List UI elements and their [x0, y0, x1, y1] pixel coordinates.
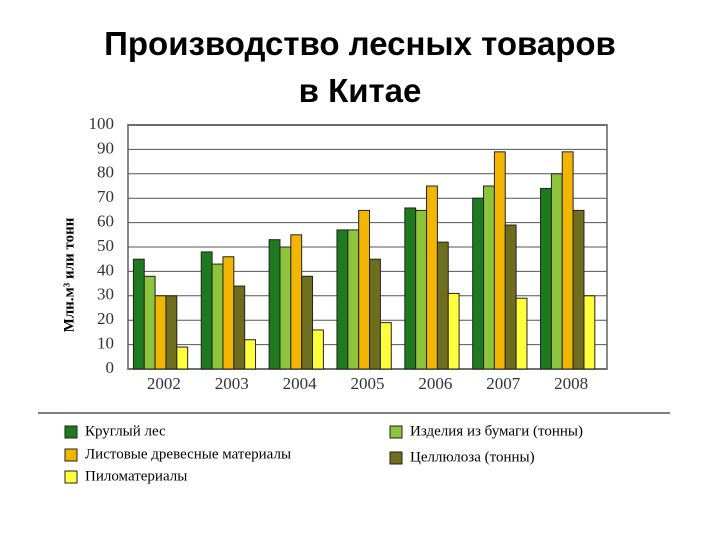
bar: [143, 275, 156, 370]
x-tick-label: 2006: [418, 374, 452, 393]
bar: [244, 339, 257, 370]
x-tick-label: 2003: [215, 374, 249, 393]
bar: [504, 224, 517, 370]
x-tick-label: 2008: [554, 374, 588, 393]
bar: [279, 246, 292, 370]
bar: [561, 151, 574, 370]
bar: [369, 258, 381, 370]
bar: [583, 295, 596, 370]
legend-swatch: [64, 448, 78, 462]
y-axis-label: Млн.м³ или тонн: [61, 217, 77, 332]
chart-subtitle: в Китае: [299, 72, 422, 109]
bar: [515, 297, 528, 370]
bar: [290, 234, 303, 370]
bar: [483, 185, 495, 370]
bar: [550, 173, 563, 370]
bar: [132, 258, 145, 370]
x-tick-label: 2004: [283, 374, 318, 393]
bar: [404, 207, 417, 370]
bar: [415, 209, 428, 370]
bar: [222, 256, 235, 370]
y-tick-label: 80: [97, 163, 114, 182]
bar: [301, 275, 314, 370]
bar: [165, 295, 178, 370]
bar: [200, 251, 213, 370]
bar: [436, 241, 449, 370]
y-tick-label: 90: [97, 138, 114, 157]
legend-label: Круглый лес: [85, 423, 166, 439]
bar: [211, 263, 224, 370]
legend-label: Листовые древесные материалы: [85, 446, 291, 462]
legend-label: Изделия из бумаги (тонны): [410, 423, 583, 439]
x-tick-label: 2007: [486, 374, 521, 393]
y-tick-label: 10: [97, 334, 114, 353]
legend-label: Пиломатериалы: [85, 468, 187, 484]
y-tick-label: 50: [97, 236, 114, 255]
bar: [572, 209, 585, 370]
bar: [379, 322, 392, 370]
y-tick-label: 100: [89, 114, 115, 133]
bar: [233, 285, 246, 370]
bar: [358, 209, 371, 370]
legend-swatch: [64, 470, 78, 484]
y-tick-label: 0: [106, 358, 115, 377]
chart-title: Производство лесных товаров: [104, 25, 616, 62]
legend-label: Целлюлоза (тонны): [410, 449, 535, 465]
y-tick-label: 20: [97, 309, 114, 328]
bar: [472, 197, 485, 370]
bar: [347, 229, 360, 370]
legend-swatch: [64, 425, 78, 439]
bar: [176, 346, 189, 370]
x-tick-label: 2002: [147, 374, 181, 393]
y-tick-label: 30: [97, 285, 114, 304]
legend-swatch: [389, 425, 403, 439]
y-tick-label: 60: [97, 212, 114, 231]
bar: [312, 329, 324, 370]
y-tick-label: 40: [97, 260, 114, 279]
bar: [447, 292, 460, 370]
legend-swatch: [389, 451, 403, 465]
bar: [540, 187, 552, 370]
x-tick-label: 2005: [351, 374, 385, 393]
bar: [268, 239, 281, 370]
y-tick-label: 70: [97, 187, 114, 206]
bar: [426, 185, 438, 370]
bar: [493, 151, 506, 370]
bar: [336, 229, 349, 370]
bar: [154, 295, 167, 370]
